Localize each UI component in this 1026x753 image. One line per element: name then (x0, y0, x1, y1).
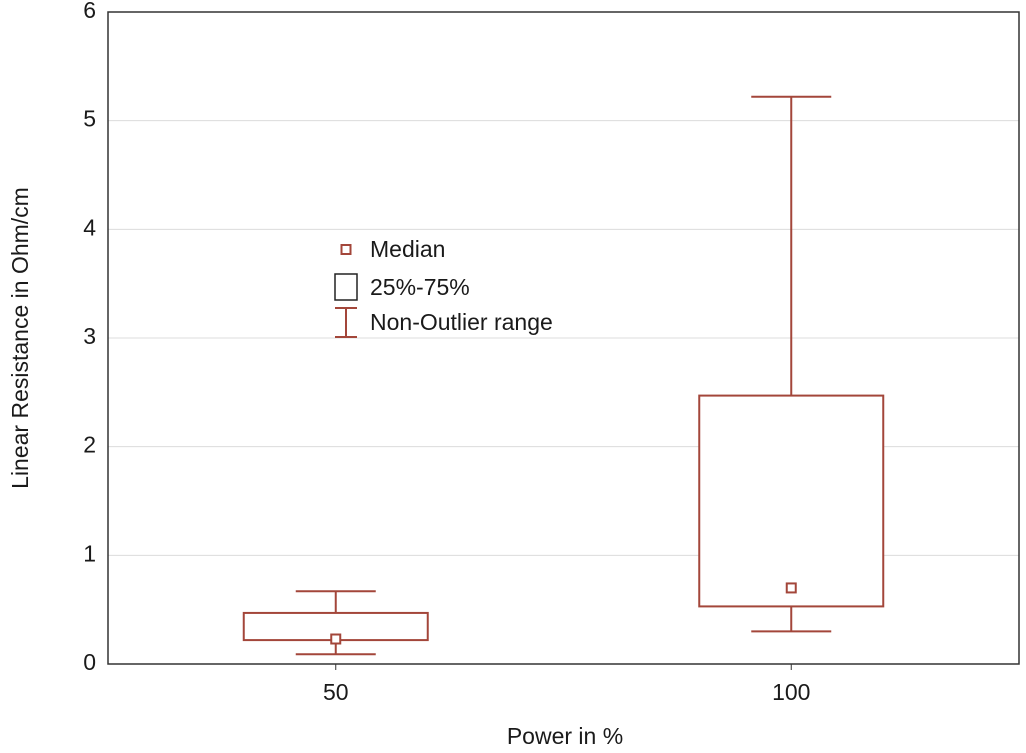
median (785, 582, 797, 594)
median (330, 633, 342, 645)
legend-label: 25%-75% (370, 274, 470, 300)
y-tick-label: 6 (83, 0, 96, 23)
x-axis-label: Power in % (507, 723, 623, 749)
x-tick-label: 100 (772, 679, 810, 705)
y-axis-label: Linear Resistance in Ohm/cm (7, 187, 33, 489)
y-tick-label: 2 (83, 432, 96, 458)
x-tick-label: 50 (323, 679, 349, 705)
y-tick-label: 0 (83, 649, 96, 675)
y-tick-label: 4 (83, 214, 96, 240)
plot-frame (107, 11, 1020, 665)
y-tick-label: 1 (83, 540, 96, 566)
y-tick-label: 3 (83, 323, 96, 349)
box (698, 394, 885, 608)
legend-box-icon (334, 273, 358, 301)
y-tick-label: 5 (83, 106, 96, 132)
legend-label: Non-Outlier range (370, 309, 553, 335)
legend-median-icon (340, 244, 352, 255)
legend-label: Median (370, 236, 445, 262)
